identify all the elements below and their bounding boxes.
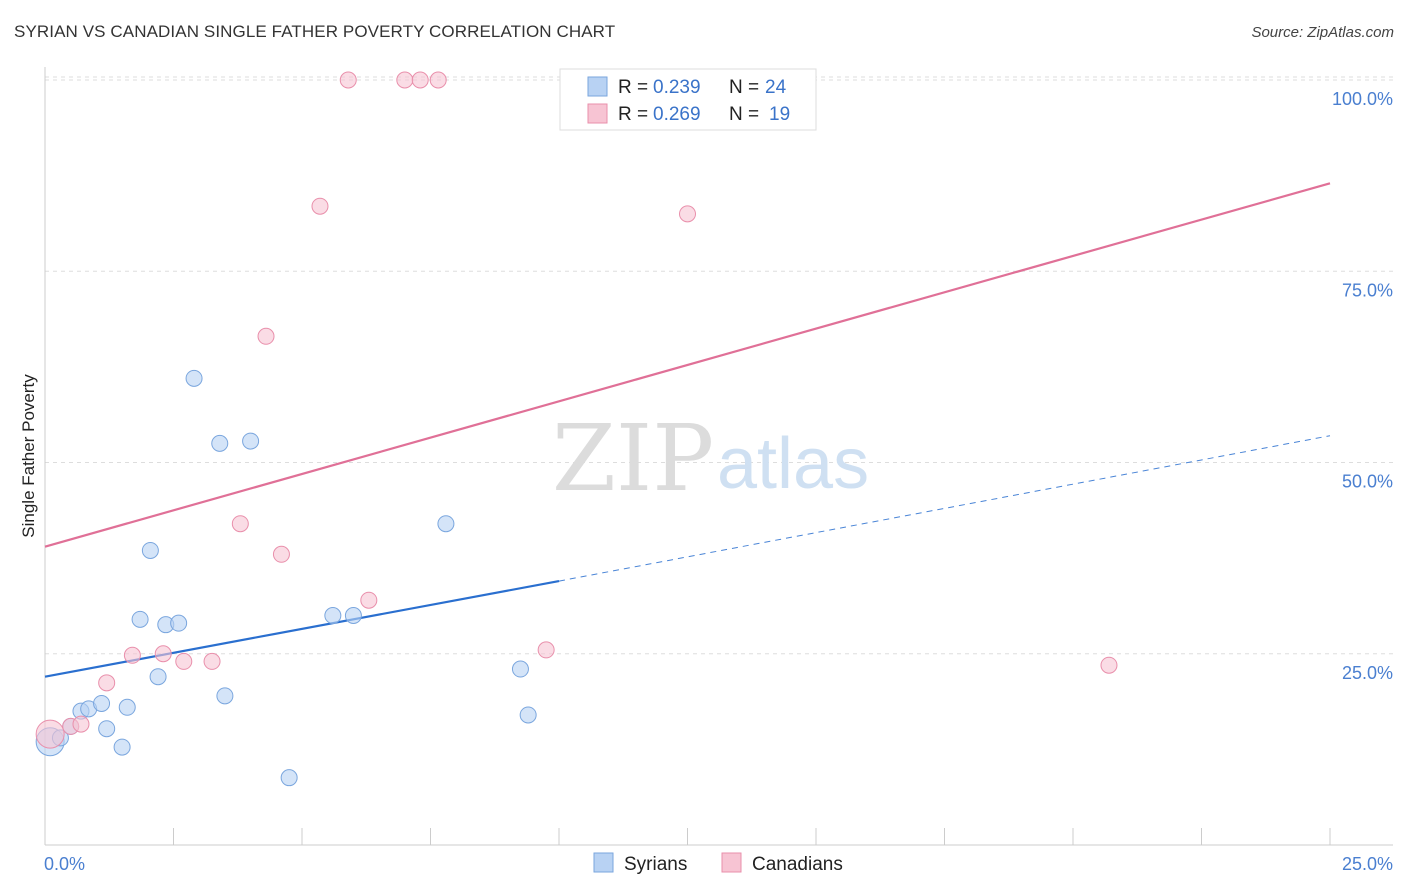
- grid-lines: [45, 76, 1393, 655]
- watermark: ZIP atlas: [552, 405, 869, 512]
- point-syrians-9: [131, 610, 149, 628]
- point-canadians-10: [272, 545, 290, 563]
- y-tick-label-50: 50.0%: [1342, 472, 1393, 492]
- trend-line-dashed-syrians: [558, 435, 1331, 582]
- point-syrians-19: [324, 607, 342, 624]
- bottom-legend-swatch-canadians: [721, 852, 742, 873]
- point-syrians-10: [141, 541, 159, 559]
- trend-line-canadians: [44, 182, 1331, 548]
- y-tick-label-100: 100.0%: [1332, 89, 1393, 109]
- point-syrians-17: [242, 432, 260, 450]
- y-axis-label: Single Father Poverty: [19, 374, 38, 538]
- bottom-legend-swatch-syrians: [593, 852, 614, 873]
- point-canadians-16: [429, 71, 447, 89]
- point-canadians-12: [339, 71, 357, 89]
- x-tick-label-min: 0.0%: [44, 854, 85, 874]
- legend-swatch-canadians: [587, 103, 608, 124]
- point-canadians-14: [396, 71, 414, 89]
- point-canadians-15: [411, 71, 429, 89]
- point-syrians-20: [344, 607, 362, 624]
- point-syrians-22: [511, 660, 529, 678]
- point-canadians-5: [154, 645, 172, 663]
- legend-r-label-canadians: R =: [618, 104, 648, 125]
- point-canadians-19: [1100, 656, 1118, 674]
- legend-swatch-syrians: [587, 76, 608, 97]
- legend-n-label-syrians: N =: [729, 77, 759, 98]
- watermark-atlas: atlas: [717, 424, 869, 504]
- point-syrians-8: [118, 698, 136, 716]
- point-syrians-5: [93, 694, 111, 712]
- point-canadians-11: [311, 197, 329, 215]
- point-canadians-18: [679, 205, 696, 223]
- point-canadians-7: [203, 652, 221, 670]
- legend-n-label-canadians: N =: [729, 104, 759, 125]
- bottom-legend-label-canadians: Canadians: [752, 854, 843, 875]
- legend-r-value-canadians: 0.269: [653, 104, 701, 125]
- data-points: [35, 71, 1118, 787]
- point-syrians-18: [280, 769, 298, 787]
- point-syrians-11: [149, 668, 167, 686]
- point-syrians-21: [437, 515, 455, 533]
- axes: [44, 67, 1393, 846]
- point-syrians-23: [519, 706, 537, 724]
- y-tick-label-25: 25.0%: [1342, 663, 1393, 683]
- point-canadians-3: [98, 674, 116, 692]
- bottom-legend: Syrians Canadians: [593, 852, 843, 875]
- point-canadians-13: [360, 591, 378, 609]
- point-syrians-6: [98, 720, 116, 738]
- point-syrians-13: [170, 614, 188, 632]
- point-syrians-14: [185, 369, 203, 387]
- watermark-zip: ZIP: [552, 405, 714, 512]
- x-tick-label-max: 25.0%: [1342, 854, 1393, 874]
- point-canadians-4: [123, 646, 141, 664]
- y-tick-label-75: 75.0%: [1342, 280, 1393, 300]
- point-canadians-8: [231, 515, 249, 533]
- point-canadians-6: [175, 652, 193, 670]
- point-syrians-7: [113, 738, 131, 756]
- point-canadians-0: [35, 719, 65, 749]
- point-canadians-17: [537, 641, 555, 659]
- legend-r-label-syrians: R =: [618, 77, 648, 98]
- legend-n-value-syrians: 24: [765, 77, 787, 98]
- source-label: Source: ZipAtlas.com: [1251, 24, 1394, 41]
- point-canadians-9: [257, 327, 275, 345]
- legend: R = 0.239 N = 24 R = 0.269 N = 19: [559, 68, 817, 131]
- point-syrians-16: [216, 687, 234, 705]
- point-syrians-15: [211, 434, 229, 452]
- trend-line-syrians: [44, 579, 560, 678]
- tick-labels: 25.0% 50.0% 75.0% 100.0% 0.0% 25.0%: [44, 89, 1393, 874]
- bottom-legend-label-syrians: Syrians: [624, 854, 687, 875]
- legend-n-value-canadians: 19: [769, 104, 790, 125]
- chart-title: SYRIAN VS CANADIAN SINGLE FATHER POVERTY…: [14, 22, 616, 41]
- legend-r-value-syrians: 0.239: [653, 77, 701, 98]
- point-canadians-2: [72, 715, 90, 733]
